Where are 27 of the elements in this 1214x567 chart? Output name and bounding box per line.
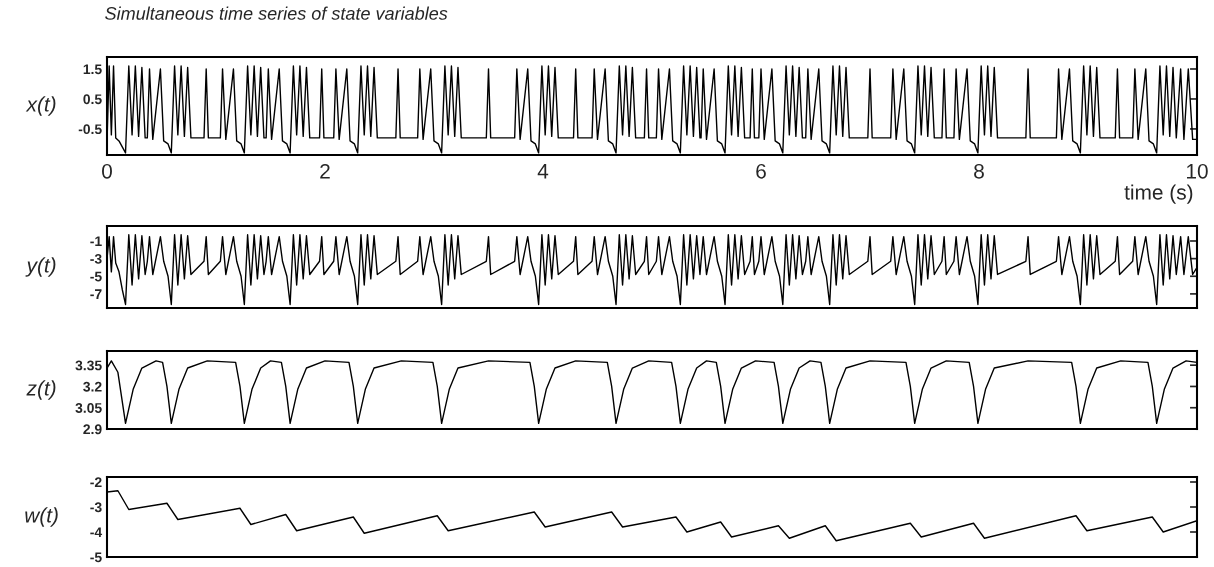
- y-tick-label: -0.5: [78, 124, 102, 135]
- x-tick-label: 8: [974, 163, 984, 179]
- x-tick-label: 0: [102, 163, 112, 179]
- y-tick-label: -4: [90, 527, 103, 538]
- chart-title: Simultaneous time series of state variables: [105, 6, 448, 20]
- y-tick-label: 1.5: [83, 64, 102, 75]
- y-tick-label: -3: [90, 502, 102, 513]
- y-tick-label: 0.5: [83, 94, 102, 105]
- y-axis-title: x(t): [25, 96, 56, 116]
- y-tick-label: 3.35: [75, 360, 102, 371]
- y-tick-label: -5: [90, 552, 102, 563]
- x-tick-label: 6: [756, 163, 766, 179]
- x-tick-label: 4: [537, 164, 549, 179]
- y-tick-label: 3.2: [83, 381, 102, 392]
- y-tick-label: 2.9: [83, 424, 102, 435]
- y-tick-label: -3: [90, 253, 102, 264]
- y-axis-title: z(t): [26, 380, 56, 400]
- x-tick-label: 2: [320, 163, 330, 179]
- x-tick-label: 10: [1187, 163, 1208, 179]
- y-axis-title: y(t): [25, 257, 56, 277]
- y-axis-title: w(t): [25, 507, 58, 527]
- y-tick-label: -5: [90, 271, 102, 282]
- x-axis-title: time (s): [1124, 184, 1193, 204]
- y-tick-label: -7: [90, 289, 102, 299]
- y-tick-label: 3.05: [75, 403, 102, 413]
- y-tick-label: -2: [90, 477, 102, 488]
- y-tick-label: -1: [90, 236, 102, 247]
